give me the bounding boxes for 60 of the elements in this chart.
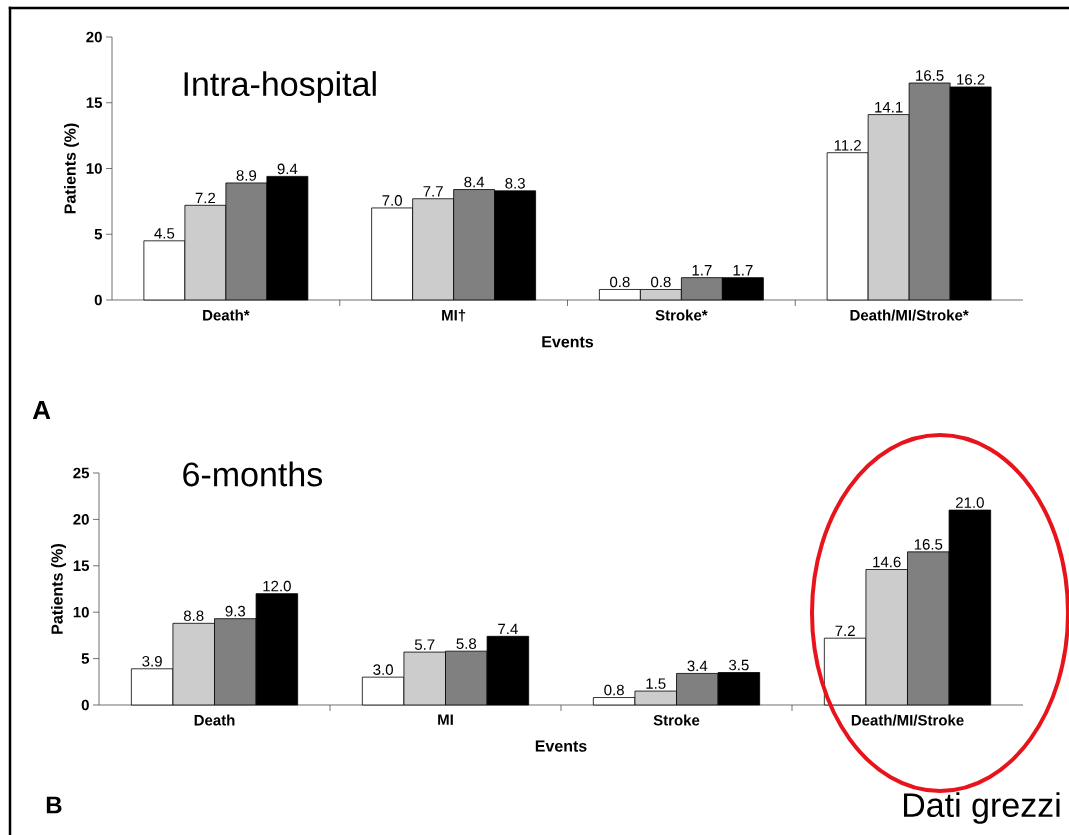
x-tick-label: Stroke [653,714,700,726]
x-tick-label: MI† [442,309,466,322]
text: Intra-hospital [184,71,376,103]
y-tick-label: 15 [86,97,103,108]
y-tick-label: 20 [73,514,89,525]
x-tick-label: Death/MI/Stroke [851,714,964,726]
data-label: 1.7 [733,265,753,276]
data-label: 0.8 [651,276,671,288]
data-label: 5.8 [456,638,477,649]
data-label: 8.3 [505,178,525,189]
data-label: 12.0 [263,580,291,592]
y-tick-label: 25 [73,467,90,479]
data-label: 8.8 [183,610,204,622]
data-label: 7.0 [382,195,402,206]
y-tick-label: 20 [86,31,102,43]
text: A [32,401,51,419]
data-label: 3.0 [373,664,393,675]
y-tick-label: 5 [94,229,103,240]
y-tick-label: 0 [81,699,89,711]
data-label: 8.4 [464,176,485,188]
data-label: 3.9 [142,655,162,667]
data-label: 1.5 [646,678,666,689]
text: B [46,796,62,814]
data-label: 9.4 [277,163,298,175]
data-label: 5.7 [414,639,435,650]
y-tick-label: 5 [81,653,90,664]
data-label: 0.8 [610,276,630,288]
data-label: 16.5 [916,70,944,81]
x-tick-label: Death [194,714,235,726]
data-label: 8.9 [236,170,257,181]
data-label: 16.2 [957,74,985,85]
y-axis-title: Patients (%) [51,544,66,634]
data-label: 14.6 [873,556,901,568]
x-tick-label: Death* [203,309,250,321]
y-tick-label: 0 [94,294,102,306]
data-label: 14.1 [875,102,903,113]
x-tick-label: Death/MI/Stroke* [850,309,969,321]
x-axis-title: Events [542,336,594,348]
data-label: 4.5 [154,228,175,239]
data-label: 7.2 [195,192,216,204]
y-tick-label: 10 [73,606,89,618]
data-label: 16.5 [914,539,943,550]
data-label: 7.4 [498,623,518,635]
data-label: 7.2 [835,625,855,636]
data-label: 9.3 [225,605,246,617]
x-tick-label: MI [438,714,453,725]
chart-title: 6-months [183,461,323,487]
data-label: 21.0 [956,497,984,508]
y-tick-label: 10 [86,163,102,174]
data-label: 11.2 [834,140,861,151]
text: Dati grezzi [903,792,1060,824]
x-axis-title: Events [535,740,587,752]
y-tick-label: 15 [73,560,90,572]
data-label: 3.4 [687,660,708,672]
x-tick-label: Stroke* [655,309,708,321]
data-label: 1.7 [692,265,712,276]
data-label: 7.7 [423,186,443,197]
y-axis-title: Patients (%) [64,123,79,214]
data-label: 3.5 [729,659,749,671]
data-label: 0.8 [604,684,624,696]
